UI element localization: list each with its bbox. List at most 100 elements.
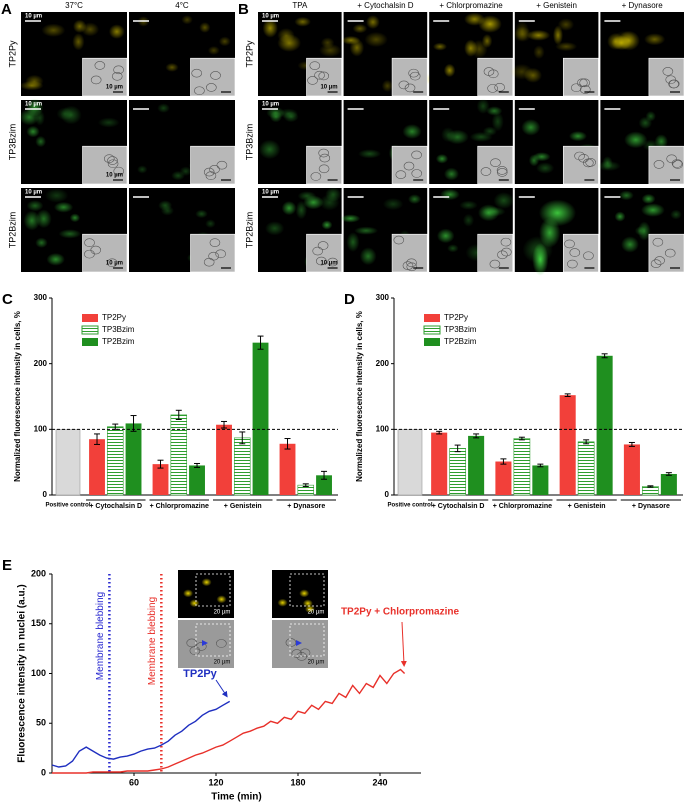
y-tick-label: 300 [376,293,390,302]
cell-signal [277,28,295,43]
x-tick-label: 180 [290,777,305,787]
column-header: 4°C [175,1,189,10]
cell-outline [666,154,677,164]
cell-signal [218,36,231,47]
cell-signal [382,197,404,211]
cell-signal [521,119,541,136]
annotation-arrow [215,679,228,698]
bar [577,441,595,496]
cell-outline [564,239,575,249]
cell-outline [496,166,508,175]
control-bar [397,429,423,496]
cell-signal [299,589,310,598]
cell-signal [510,63,533,80]
cell-outline [501,247,512,257]
cell-outline [216,639,227,648]
cell-signal [366,15,380,30]
cell-outline [409,71,421,81]
bar [170,414,188,496]
cell-outline [210,71,221,80]
cell-signal [157,103,170,113]
brightfield-inset [306,233,342,273]
cell-signal [258,139,281,160]
cell-signal [277,598,288,607]
series-annotation: TP2Py + Chlorpromazine [341,607,460,618]
cell-outline [487,84,498,93]
cell-signal [354,226,379,235]
cell-signal [294,16,311,27]
cell-outline [577,78,588,88]
cell-outline [578,153,589,163]
cell-signal [346,232,360,252]
cell-signal [281,201,297,216]
cell-signal [340,214,361,223]
brightfield-inset [82,145,128,185]
y-axis-label: Normalized fluorescence intensity in cel… [13,311,22,482]
cell-signal [408,194,422,205]
cell-signal [621,236,639,253]
cell-outline [652,237,664,247]
event-label: Membrane blebbing [95,592,106,680]
legend-label: TP3Bzim [102,325,135,334]
brightfield-inset [391,233,428,273]
cell-signal [533,45,545,60]
cell-outline [113,166,125,176]
cell-signal [402,124,422,139]
zoom-box [289,573,325,607]
zoom-box [195,623,231,657]
cell-outline [653,160,665,169]
cell-signal [46,252,65,266]
cell-signal [459,200,478,210]
bar [107,426,124,496]
zoom-box [289,623,325,657]
blue-arrowhead [296,640,302,646]
cell-outline [215,249,226,259]
cell-signal [207,45,220,55]
cell-signal [555,41,578,52]
y-tick-label: 150 [31,618,46,628]
brightfield-inset [648,233,685,273]
cell-outline [205,171,217,181]
cell-outline [664,248,676,258]
cell-signal [266,106,285,119]
cell-outline [111,71,123,81]
legend-label: TP2Bzim [444,337,477,346]
scale-label: 10 µm [25,190,42,196]
x-tick-label: + Cytochalsin D [89,503,142,510]
cell-outline [402,261,414,270]
legend-swatch [424,314,440,322]
event-label: Membrane blebbing [147,597,158,685]
y-tick-label: 100 [31,668,46,678]
y-tick-label: 100 [376,424,390,433]
x-tick-label: + Cytochalsin D [432,503,485,510]
scale-label: 10 µm [262,102,279,108]
y-axis-label: Fluorescence intensity in nuclei (a.u.) [17,584,28,762]
bar [189,465,205,495]
y-tick-label: 300 [34,293,48,302]
cell-outline [665,75,677,85]
cell-signal [195,209,208,219]
cell-signal [440,188,460,201]
cell-signal [645,110,656,122]
cell-outline [189,646,201,656]
cell-signal [447,244,459,253]
scale-label: 10 µm [320,85,337,91]
cell-signal [443,63,456,78]
cell-outline [395,170,407,179]
cell-outline [113,65,124,75]
blue-arrowhead [202,640,208,646]
cell-outline [312,246,324,256]
cell-signal [469,131,493,142]
cell-outline [209,238,221,247]
cell-signal [513,26,532,42]
cell-outline [84,238,95,248]
x-tick-label: + Chlorpromazine [150,503,209,510]
brightfield-inset [306,57,342,97]
cell-signal [137,165,148,174]
cell-outline [662,67,674,76]
cell-outline [84,249,95,259]
cell-signal [381,79,394,93]
cell-outline [318,164,330,174]
cell-signal [482,206,506,217]
